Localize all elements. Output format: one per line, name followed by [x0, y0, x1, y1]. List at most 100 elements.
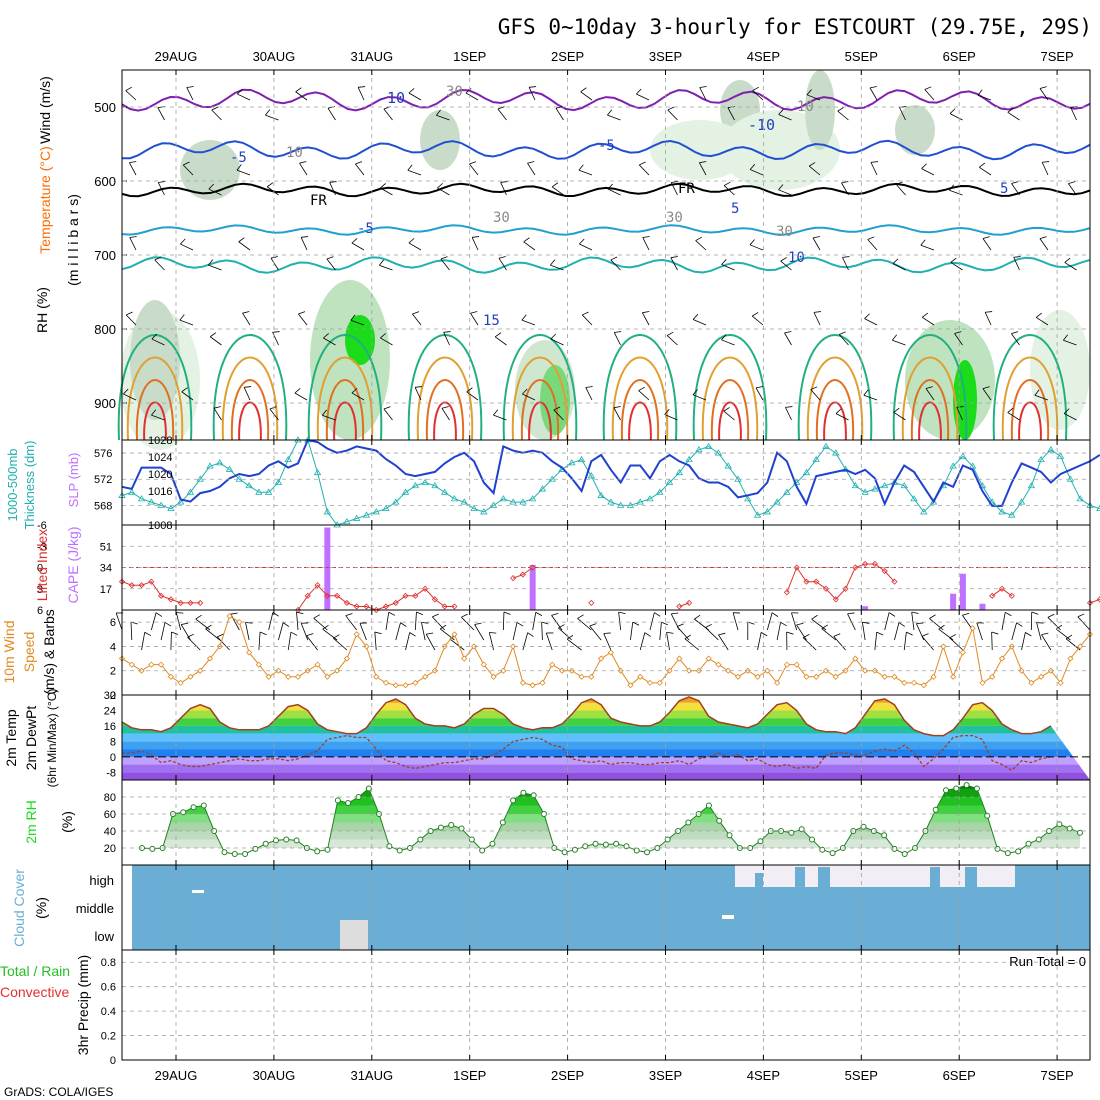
wind10-barb: [409, 632, 416, 637]
t2m-tick-label: 8: [110, 736, 116, 748]
wind-barb: [979, 166, 992, 176]
wind10-point: [930, 673, 937, 680]
wind-barb: [749, 169, 764, 176]
wind10-barb: [874, 632, 878, 651]
temp-contour-warm: [718, 401, 742, 441]
temp-contour-warm: [1001, 356, 1059, 441]
lifted-index-point: [197, 599, 204, 606]
cape-bar: [862, 606, 869, 610]
wind10-point: [490, 673, 497, 680]
wind10-barb: [888, 612, 896, 617]
rh-color-band: [142, 805, 1080, 814]
thickness-point: [744, 495, 752, 502]
wind-barb: [125, 90, 137, 101]
wind-barb: [839, 331, 846, 335]
temp-contour-warm: [1010, 379, 1050, 441]
wind-barb: [949, 113, 963, 121]
wind-barb: [523, 241, 536, 251]
wind-barb: [666, 335, 678, 346]
wind10-barb: [618, 612, 622, 631]
temp-contour-warm: [416, 356, 474, 441]
wind-barb: [784, 331, 792, 334]
wind10-barb: [796, 624, 807, 641]
wind-barb: [1011, 181, 1019, 184]
wind-barb: [670, 256, 678, 259]
wind-barb: [835, 413, 849, 421]
thickness-point: [763, 508, 772, 515]
rh-point: [664, 836, 671, 843]
wind10-point: [705, 655, 712, 662]
wind-barb: [867, 239, 878, 251]
wind10-barb: [811, 614, 818, 620]
cloud-cover-panel: high middle low: [76, 864, 1091, 951]
wind-barb: [1013, 256, 1021, 258]
wind-barb: [950, 257, 957, 263]
temp-contour-warm: [425, 379, 465, 441]
wind10-point: [255, 661, 262, 668]
wind-barb: [329, 182, 336, 196]
wind-barb: [924, 89, 935, 101]
thickness-point: [646, 495, 654, 502]
wind10-barb: [1077, 616, 1091, 631]
wind-barb: [755, 386, 763, 389]
wind-barb: [494, 336, 507, 346]
wind-barb: [784, 332, 792, 346]
wind10-point: [734, 673, 742, 680]
wind-barb: [1064, 257, 1071, 263]
wind10-barb: [503, 611, 511, 615]
thickness-point: [313, 468, 322, 476]
thickness-point: [401, 488, 410, 495]
wind10-barb: [400, 622, 407, 627]
wind-barb: [580, 91, 593, 101]
temp-contour-warm: [797, 334, 873, 441]
wind-barb: [585, 387, 593, 401]
thickness-point: [685, 455, 693, 463]
wind10-point: [422, 673, 429, 680]
wind10-barb: [862, 622, 866, 641]
rh-tick-label: 60: [104, 809, 116, 821]
wind-barb: [954, 333, 963, 346]
contour-label: 5: [1000, 181, 1008, 197]
wind10-barb: [395, 622, 401, 641]
temp-contour-warm: [316, 356, 374, 441]
wind-barb: [925, 388, 935, 401]
wind-barb: [497, 108, 507, 121]
wind-barb: [1007, 111, 1020, 121]
rh-point: [386, 843, 393, 850]
wind10-barb: [245, 621, 253, 624]
wind10-barb: [671, 612, 679, 615]
wind10-barb: [771, 612, 779, 617]
precip-tick-label: 0.4: [101, 1006, 116, 1018]
rh-point: [458, 825, 465, 832]
series-2m-dewpt: [122, 734, 1052, 772]
wind-barb: [580, 87, 587, 93]
wind-barb: [208, 188, 222, 196]
wind-barb: [585, 386, 593, 388]
wind-barb: [269, 406, 277, 410]
wind10-barb: [821, 628, 837, 641]
wind-barb: [523, 237, 530, 243]
wind-barb: [301, 236, 309, 238]
wind10-point: [177, 679, 184, 686]
wind-barb: [1013, 257, 1020, 271]
wind-barb: [299, 161, 307, 164]
wind10-barb: [388, 611, 396, 616]
freezing-level: [121, 182, 1091, 198]
thickness-point: [392, 498, 400, 505]
contour-label: 30: [666, 210, 683, 226]
wind-barb: [244, 386, 252, 388]
thickness-point: [920, 508, 928, 515]
wind10-barb: [1041, 632, 1049, 636]
wind-barb: [1007, 407, 1014, 413]
date-label-top: 30AUG: [253, 49, 296, 64]
ylabel-temp: Temperature (°C): [37, 146, 53, 254]
wind10-barb: [489, 632, 497, 634]
lifted-index-point: [529, 564, 536, 571]
wind-barb: [415, 386, 423, 388]
date-label-top: 31AUG: [350, 49, 393, 64]
wind-barb: [407, 164, 413, 171]
wind-barb: [129, 162, 137, 176]
rh-point: [798, 826, 805, 833]
wind10-barb: [170, 631, 172, 651]
wind-barb: [412, 313, 422, 326]
